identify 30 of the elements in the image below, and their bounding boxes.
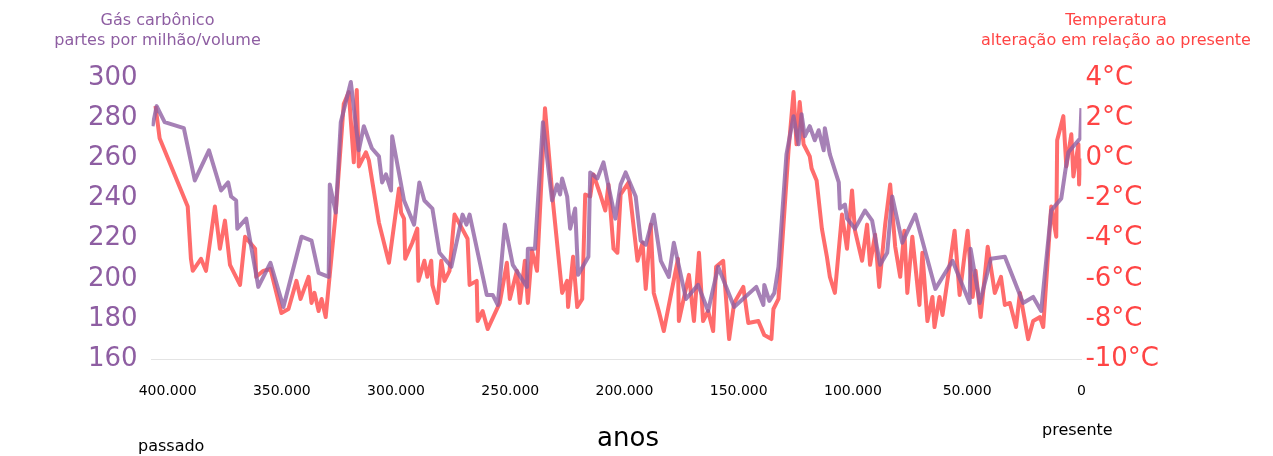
x-tick-label: 150.000 xyxy=(709,382,768,399)
x-tick-label: 250.000 xyxy=(481,382,540,399)
y2-tick-label: -2°C xyxy=(1085,181,1143,212)
y-tick-label: 260 xyxy=(87,141,138,172)
y2-tick-label: -8°C xyxy=(1085,301,1143,332)
y2-axis-title: Temperatura alteração em relação ao presente xyxy=(980,10,1252,50)
y-axis-title: Gás carbônico partes por milhão/volume xyxy=(53,10,262,50)
y-tick-label: 200 xyxy=(87,261,138,292)
x-tick-label: 350.000 xyxy=(252,382,311,399)
y-tick-label: 160 xyxy=(87,341,138,372)
y2-tick-label: 0°C xyxy=(1085,141,1134,172)
text: presente xyxy=(1042,420,1113,440)
y-tick-label: 240 xyxy=(87,181,138,212)
y2-tick-label: -4°C xyxy=(1085,221,1143,252)
x-tick-label: 100.000 xyxy=(823,382,882,399)
y-tick-label: 220 xyxy=(87,221,138,252)
x-axis-title: anos xyxy=(597,422,659,452)
y-tick-label: 180 xyxy=(87,301,138,332)
x-tick-label: 400.000 xyxy=(138,382,197,399)
x-tick-label: 200.000 xyxy=(595,382,654,399)
y-tick-label: 280 xyxy=(87,100,138,131)
x-tick-label: 300.000 xyxy=(367,382,426,399)
y-tick-label: 300 xyxy=(87,60,138,91)
text: passado xyxy=(138,436,205,456)
x-tick-label: 0 xyxy=(1076,382,1086,399)
x-tick-label: 50.000 xyxy=(942,382,992,399)
y2-tick-label: 2°C xyxy=(1085,100,1134,131)
y2-tick-label: -6°C xyxy=(1085,261,1143,292)
y2-tick-label: 4°C xyxy=(1085,60,1134,91)
y2-tick-label: -10°C xyxy=(1085,341,1159,372)
